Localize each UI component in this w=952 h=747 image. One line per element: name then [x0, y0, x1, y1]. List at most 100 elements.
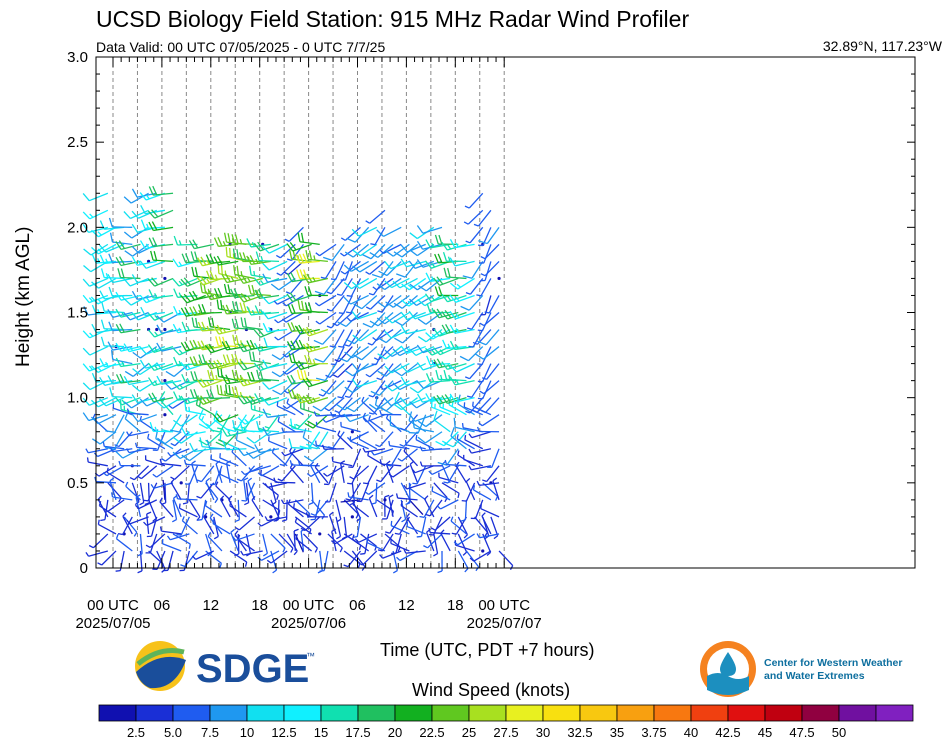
barb-feather: [99, 376, 106, 386]
wind-barb: [88, 533, 109, 549]
wind-barb: [384, 533, 401, 552]
barb-feather: [204, 360, 212, 370]
barb-staff: [137, 397, 157, 404]
barb-half-feather: [346, 317, 352, 322]
barb-feather: [115, 374, 122, 384]
barb-half-feather: [186, 398, 191, 404]
barb-half-feather: [181, 516, 185, 522]
wind-barb: [107, 309, 133, 319]
barb-feather: [400, 365, 409, 373]
wind-barb: [443, 267, 467, 280]
barb-staff: [101, 550, 117, 566]
barb-feather: [384, 316, 393, 324]
barb-half-feather: [310, 513, 316, 516]
wind-barb: [115, 240, 141, 251]
wind-barb: [481, 512, 492, 535]
barb-staff: [278, 533, 294, 549]
barb-staff: [289, 467, 304, 484]
barb-feather: [252, 351, 256, 362]
wind-barb: [273, 294, 296, 305]
wind-barb: [376, 226, 402, 238]
barb-staff: [291, 243, 304, 261]
barb-staff: [262, 499, 281, 511]
barb-feather: [192, 356, 198, 366]
barb-half-feather: [461, 423, 464, 428]
barb-half-feather: [213, 535, 219, 540]
barb-staff: [189, 465, 199, 485]
barb-feather: [235, 301, 239, 311]
barb-half-feather: [178, 349, 183, 354]
barb-feather: [204, 344, 212, 354]
y-tick-label: 2.5: [67, 134, 88, 151]
wind-barb: [379, 380, 402, 391]
barb-feather: [409, 283, 418, 291]
barb-half-feather: [268, 326, 272, 332]
barb-half-feather: [206, 325, 210, 331]
wind-barb: [237, 376, 263, 387]
barb-feather: [192, 339, 199, 349]
barb-half-feather: [431, 486, 434, 492]
wind-barb: [310, 499, 321, 521]
wind-barb: [340, 243, 361, 257]
barb-half-feather: [345, 311, 351, 314]
barb-half-feather: [306, 443, 311, 447]
barb-half-feather: [106, 467, 109, 473]
wind-barb: [258, 414, 280, 432]
wind-barb: [86, 457, 108, 467]
barb-half-feather: [137, 475, 142, 480]
wind-barb: [253, 342, 280, 352]
wind-barb: [377, 533, 394, 552]
barb-staff: [416, 294, 435, 307]
wind-barb: [314, 278, 337, 296]
wind-barb: [148, 289, 174, 299]
barb-staff: [294, 521, 312, 535]
wind-barb: [464, 192, 484, 209]
barb-staff: [280, 380, 296, 396]
wind-barb: [100, 336, 125, 348]
barb-staff: [226, 448, 247, 451]
barb-half-feather: [375, 444, 380, 448]
barb-staff: [327, 533, 343, 549]
wind-barb: [312, 397, 337, 412]
barb-half-feather: [129, 476, 135, 481]
wind-barb: [397, 448, 418, 462]
barb-staff: [267, 482, 288, 489]
wind-barb: [324, 397, 345, 412]
barb-staff: [167, 550, 174, 571]
barb-feather: [298, 393, 305, 403]
wind-barb: [251, 495, 264, 518]
barb-feather: [139, 398, 148, 407]
barb-feather: [218, 336, 223, 346]
barb-staff: [392, 243, 410, 257]
barb-half-feather: [406, 513, 410, 518]
barb-staff: [456, 363, 475, 373]
barb-half-feather: [379, 554, 384, 559]
barb-feather: [240, 360, 248, 370]
barb-staff: [484, 261, 492, 281]
barb-feather: [115, 291, 122, 301]
barb-half-feather: [246, 379, 251, 385]
barb-staff: [331, 531, 337, 552]
barb-half-feather: [89, 213, 94, 218]
barb-half-feather: [338, 312, 344, 315]
barb-half-feather: [346, 294, 352, 297]
barb-feather: [100, 336, 105, 347]
wind-barb: [340, 499, 361, 503]
barb-staff: [139, 420, 158, 433]
wind-barb: [231, 318, 255, 331]
barb-feather: [189, 442, 195, 452]
wind-barb: [487, 448, 500, 469]
wind-barb: [172, 448, 198, 460]
barb-staff: [406, 260, 426, 268]
wind-barb: [163, 413, 167, 417]
barb-half-feather: [86, 457, 89, 463]
wind-barb: [173, 235, 198, 246]
wind-barb: [143, 516, 166, 527]
wind-barb: [176, 516, 190, 536]
barb-staff: [242, 550, 263, 556]
barb-feather: [352, 265, 361, 273]
barb-feather: [91, 229, 99, 238]
barb-feather: [377, 337, 387, 344]
barb-feather: [314, 358, 324, 363]
barb-staff: [316, 444, 337, 450]
